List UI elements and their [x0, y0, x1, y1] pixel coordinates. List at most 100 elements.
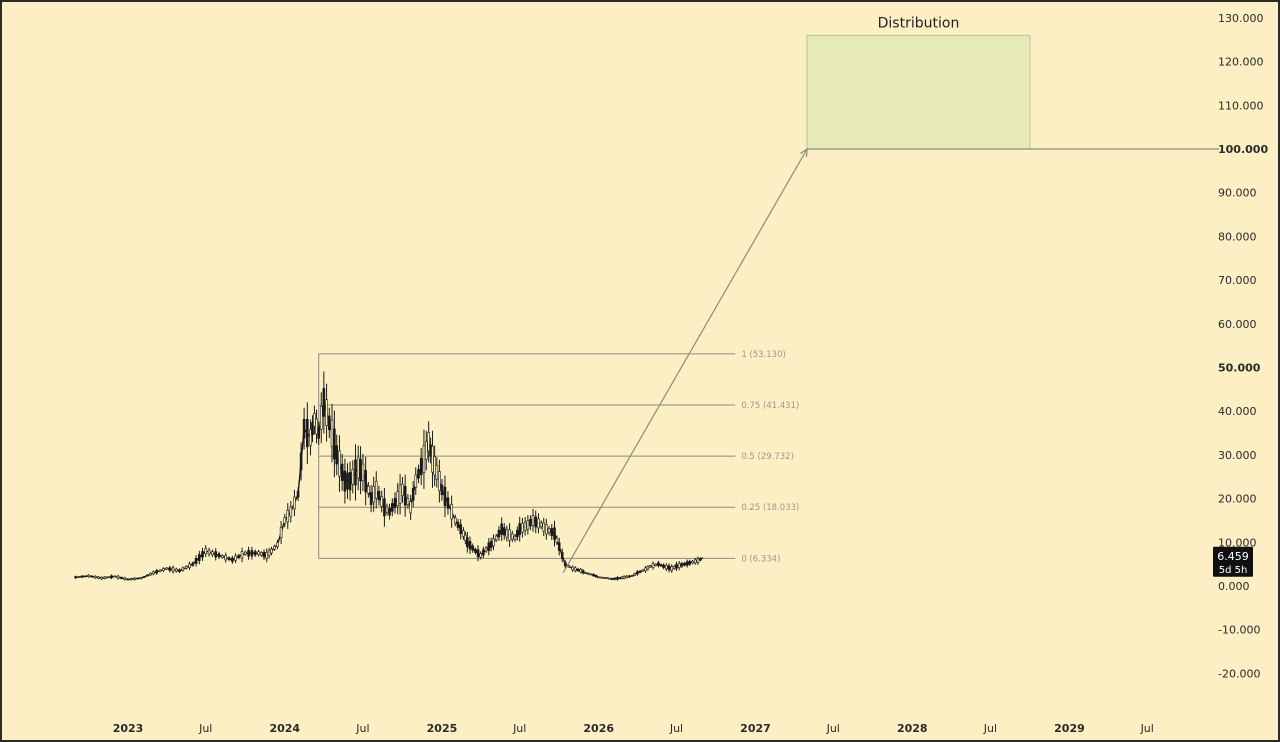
candle-body	[657, 562, 660, 566]
candle-body	[576, 568, 580, 572]
candle-body	[330, 419, 334, 447]
candle-body	[385, 506, 389, 513]
candle-body	[143, 576, 146, 578]
candle-body	[335, 445, 339, 465]
candle-body	[641, 569, 645, 572]
candle-body	[550, 528, 554, 537]
candle-body	[354, 459, 357, 486]
y-tick-label: 70.000	[1218, 274, 1257, 287]
candle-body	[573, 567, 577, 571]
candle-body	[553, 527, 556, 540]
candle-body	[409, 501, 412, 514]
candle-body	[214, 551, 218, 558]
candle-body	[571, 566, 574, 571]
candle-body	[581, 570, 585, 574]
candle-body	[140, 577, 143, 580]
candle-body	[537, 518, 540, 529]
candle-body	[401, 483, 404, 496]
candle-body	[74, 576, 77, 579]
candle-body	[534, 516, 538, 528]
x-tick-year: 2026	[583, 722, 614, 735]
y-tick-label: 60.000	[1218, 318, 1257, 331]
candle-body	[149, 573, 152, 576]
candle-body	[234, 555, 237, 561]
candle-body	[431, 446, 434, 473]
candle-body	[123, 577, 126, 580]
candle-body	[130, 578, 133, 581]
candle-body	[97, 576, 100, 579]
candle-body	[586, 572, 590, 575]
candle-body	[419, 457, 423, 476]
fib-level-label: 0.5 (29.732)	[741, 452, 794, 462]
candle-body	[188, 563, 191, 568]
candle-body	[659, 564, 663, 567]
candle-body	[424, 441, 428, 460]
candle-body	[417, 469, 420, 479]
candle-body	[487, 542, 491, 551]
candle-body	[560, 552, 564, 559]
last-price-value: 6.459	[1217, 550, 1249, 563]
candle-body	[286, 509, 290, 523]
candle-body	[175, 568, 178, 572]
candle-body	[279, 527, 283, 538]
candle-body	[152, 571, 155, 575]
candle-body	[270, 548, 273, 554]
candle-body	[557, 542, 561, 551]
candle-body	[155, 570, 158, 574]
candle-body	[343, 470, 347, 492]
fib-level-label: 1 (53.130)	[741, 350, 785, 360]
candle-body	[677, 563, 681, 569]
candle-body	[396, 491, 400, 506]
candle-body	[346, 472, 349, 490]
candle-body	[306, 418, 309, 448]
candle-body	[516, 530, 519, 538]
candle-body	[459, 524, 463, 535]
candle-body	[398, 484, 402, 504]
candle-body	[630, 575, 634, 577]
x-tick-year: 2023	[113, 722, 144, 735]
candle-body	[201, 551, 204, 558]
candle-body	[411, 487, 415, 501]
y-tick-label: -10.000	[1218, 624, 1260, 637]
candle-body	[406, 497, 410, 506]
candle-body	[113, 575, 116, 578]
candle-body	[600, 576, 603, 579]
candle-body	[87, 574, 90, 578]
candle-body	[608, 577, 611, 580]
candle-body	[158, 569, 162, 572]
candle-body	[283, 517, 287, 524]
candle-body	[675, 563, 678, 569]
y-tick-label: 110.000	[1218, 99, 1264, 112]
y-tick-label: 130.000	[1218, 12, 1264, 25]
y-tick-label: 90.000	[1218, 187, 1257, 200]
candle-body	[106, 576, 110, 579]
distribution-label: Distribution	[878, 15, 960, 31]
candle-body	[665, 564, 668, 570]
candle-body	[221, 555, 224, 558]
candle-body	[340, 463, 344, 481]
candle-body	[146, 574, 149, 577]
candle-body	[508, 529, 511, 541]
candle-body	[103, 576, 107, 579]
candle-body	[427, 432, 430, 452]
x-tick-month: Jul	[983, 722, 997, 735]
y-tick-label: 40.000	[1218, 405, 1257, 418]
candle-body	[181, 567, 185, 571]
x-tick-year: 2024	[269, 722, 300, 735]
y-tick-label: 50.000	[1218, 362, 1261, 375]
candle-body	[633, 573, 637, 576]
candle-body	[327, 415, 331, 431]
candle-body	[257, 551, 260, 556]
candle-body	[217, 553, 221, 558]
distribution-zone	[806, 34, 1031, 150]
candle-body	[403, 485, 407, 506]
last-price-badge	[1213, 546, 1253, 577]
candle-body	[462, 530, 465, 537]
candle-body	[265, 552, 269, 559]
candle-body	[338, 450, 341, 477]
candle-body	[191, 562, 195, 566]
candle-body	[680, 563, 684, 567]
candle-body	[224, 555, 228, 561]
